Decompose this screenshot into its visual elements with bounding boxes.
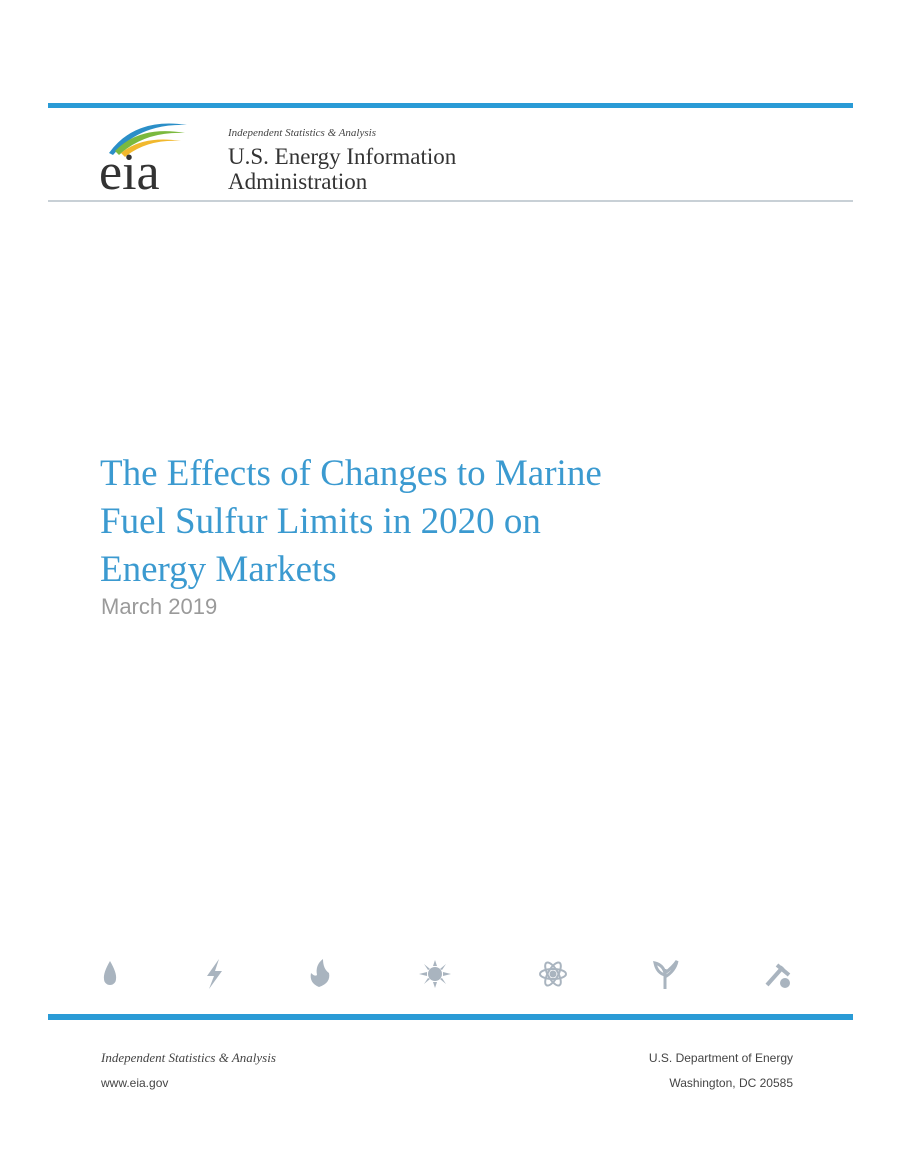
org-name: Administration — [228, 169, 368, 194]
title: The Effects of Changes to Marine — [100, 453, 602, 494]
bottom-rule — [48, 1014, 853, 1020]
footer-org: U.S. Department of Energy — [648, 1051, 793, 1065]
title: Energy Markets — [100, 549, 337, 590]
icon-row — [103, 959, 791, 989]
title: Fuel Sulfur Limits in 2020 on — [100, 501, 541, 542]
top-rule — [48, 103, 853, 108]
logo: eia — [99, 123, 187, 200]
logo-text: eia — [99, 144, 160, 200]
header-rule — [48, 200, 853, 202]
date: March 2019 — [101, 594, 218, 619]
footer-tagline: Independent Statistics & Analysis — [101, 1050, 276, 1065]
footer-url: www.eia.gov — [101, 1076, 169, 1090]
org-name: U.S. Energy Information — [228, 144, 457, 169]
tagline: Independent Statistics & Analysis — [228, 127, 376, 139]
footer-address: Washington, DC 20585 — [669, 1076, 793, 1090]
